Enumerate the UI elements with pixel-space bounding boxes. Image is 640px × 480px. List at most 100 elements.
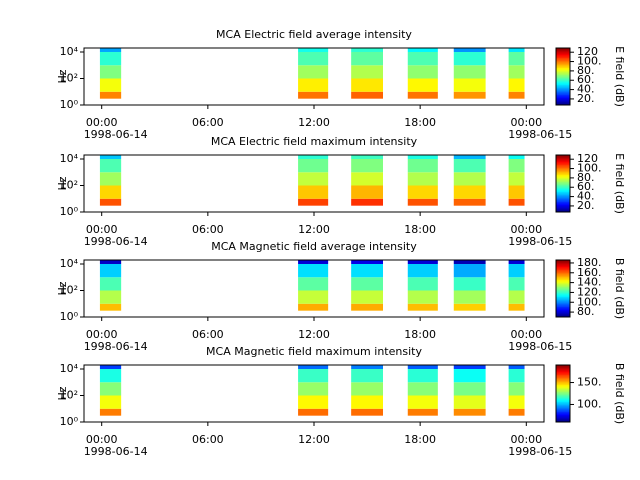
colorbar-step — [556, 264, 570, 267]
colorbar-step — [556, 281, 570, 284]
colorbar-step — [556, 277, 570, 280]
date-label: 1998-06-15 — [508, 235, 572, 248]
colorbar-step — [556, 384, 570, 387]
spectrogram-cell — [453, 290, 486, 304]
colorbar-step — [556, 370, 570, 373]
spectrogram-cell — [351, 395, 383, 409]
colorbar-tick-label: 160. — [577, 266, 602, 279]
colorbar-step — [556, 404, 570, 407]
colorbar-step — [556, 67, 570, 70]
colorbar-step — [556, 69, 570, 72]
spectrogram-cell — [351, 158, 383, 173]
spectrogram-cell — [508, 198, 525, 206]
x-tick-label: 00:00 — [86, 433, 118, 446]
colorbar-tick-label: 140. — [577, 276, 602, 289]
colorbar-step — [556, 196, 570, 199]
y-tick-label: 10⁴ — [60, 152, 79, 165]
colorbar-step — [556, 392, 570, 394]
colorbar-step — [556, 95, 570, 97]
colorbar-tick-label: 20. — [577, 92, 595, 105]
colorbar-step — [556, 197, 570, 200]
spectrogram-cell — [99, 260, 122, 264]
y-tick-label: 10⁰ — [60, 98, 79, 111]
colorbar-step — [556, 159, 570, 162]
colorbar-step — [556, 261, 570, 264]
colorbar-step — [556, 369, 570, 372]
spectrogram-cell — [407, 277, 438, 291]
spectrogram-cell — [407, 365, 438, 369]
spectrogram-cell — [99, 65, 122, 79]
colorbar-tick-label: 100. — [577, 295, 602, 308]
colorbar-step — [556, 172, 570, 175]
spectrogram-cell — [99, 365, 122, 369]
spectrogram-cell — [351, 78, 383, 92]
colorbar-step — [556, 367, 570, 370]
spectrogram-cell — [99, 158, 122, 173]
spectrogram-cell — [453, 303, 486, 311]
y-tick-label: 10⁴ — [60, 257, 79, 270]
colorbar-tick-label: 120 — [577, 45, 598, 58]
colorbar-step — [556, 72, 570, 75]
colorbar-step — [556, 167, 570, 170]
colorbar-step — [556, 399, 570, 402]
colorbar-step — [556, 164, 570, 167]
spectrogram-cell — [99, 303, 122, 311]
colorbar-step — [556, 86, 570, 89]
colorbar-step — [556, 387, 570, 390]
spectrogram-cell — [407, 263, 438, 278]
colorbar-step — [556, 203, 570, 206]
spectrogram-cell — [351, 65, 383, 79]
colorbar-step — [556, 160, 570, 163]
colorbar-step — [556, 274, 570, 277]
colorbar-step — [556, 412, 570, 414]
colorbar-step — [556, 199, 570, 202]
spectrogram-cell — [298, 185, 329, 199]
colorbar-step — [556, 79, 570, 82]
spectrogram-cell — [407, 408, 438, 416]
colorbar-step — [556, 162, 570, 165]
spectrogram-cell — [351, 368, 383, 383]
colorbar-step — [556, 70, 570, 73]
x-tick-label: 00:00 — [510, 223, 542, 236]
date-label: 1998-06-15 — [508, 340, 572, 353]
colorbar-step — [556, 292, 570, 295]
y-tick-label: 10⁰ — [60, 205, 79, 218]
spectrogram-cell — [351, 185, 383, 199]
spectrogram-cell — [99, 48, 122, 52]
colorbar-step — [556, 97, 570, 100]
y-tick-label: 10² — [60, 178, 78, 191]
y-tick-label: 10⁰ — [60, 310, 79, 323]
x-tick-label: 00:00 — [510, 433, 542, 446]
spectrogram-cell — [99, 185, 122, 199]
spectrogram-cell — [407, 172, 438, 186]
spectrogram-cell — [298, 395, 329, 409]
panel-title: MCA Magnetic field average intensity — [211, 240, 417, 253]
colorbar-step — [556, 279, 570, 282]
date-label: 1998-06-15 — [508, 445, 572, 458]
x-tick-label: 18:00 — [404, 116, 436, 129]
colorbar-label: E field (dB) — [613, 153, 626, 214]
colorbar-step — [556, 66, 570, 69]
spectrogram-cell — [298, 290, 329, 304]
colorbar-step — [556, 284, 570, 287]
spectrogram-cell — [508, 51, 525, 66]
spectrogram-cell — [508, 260, 525, 264]
spectrogram-cell — [298, 91, 329, 99]
colorbar-step — [556, 87, 570, 90]
spectrogram-cell — [298, 365, 329, 369]
colorbar-step — [556, 275, 570, 278]
colorbar-step — [556, 268, 570, 271]
colorbar-step — [556, 169, 570, 172]
colorbar-step — [556, 189, 570, 192]
colorbar-step — [556, 402, 570, 404]
y-tick-label: 10⁴ — [60, 45, 79, 58]
colorbar-step — [556, 59, 570, 62]
colorbar-step — [556, 173, 570, 176]
colorbar-step — [556, 176, 570, 179]
colorbar-step — [556, 174, 570, 177]
colorbar-step — [556, 308, 570, 311]
date-label: 1998-06-14 — [84, 340, 148, 353]
colorbar-step — [556, 204, 570, 207]
spectrogram-cell — [453, 51, 486, 66]
